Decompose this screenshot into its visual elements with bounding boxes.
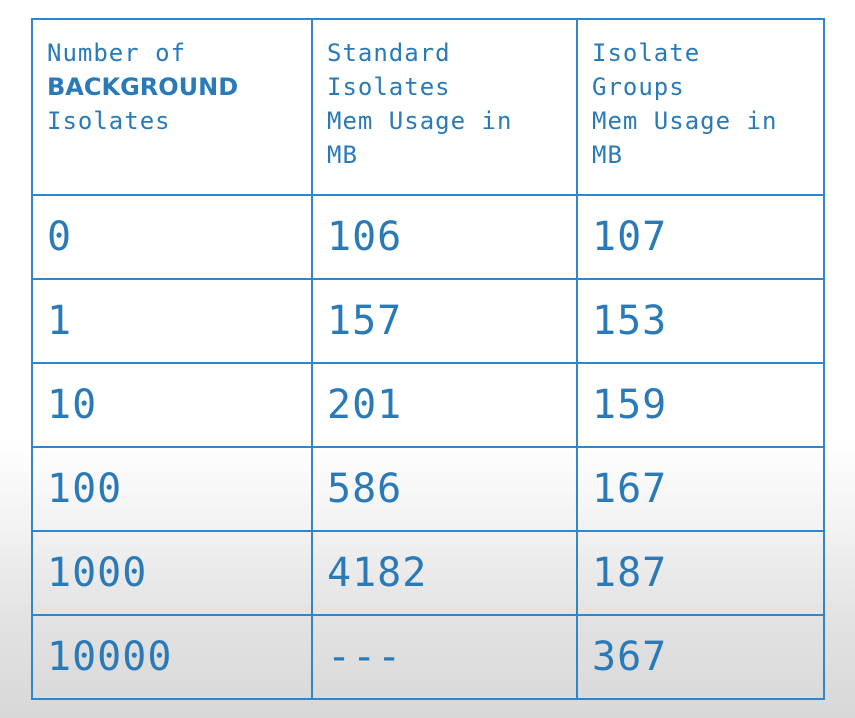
- cell-isolate-count: 10: [31, 362, 313, 448]
- header-row: Number of BACKGROUND Isolates Standard I…: [31, 18, 825, 196]
- header-line: Number of: [47, 39, 187, 67]
- header-background-isolates: Number of BACKGROUND Isolates: [31, 18, 313, 196]
- table-row: 1000 4182 187: [31, 530, 825, 616]
- cell-isolate-count: 1: [31, 278, 313, 364]
- table-row: 100 586 167: [31, 446, 825, 532]
- memory-usage-table: Number of BACKGROUND Isolates Standard I…: [31, 18, 825, 700]
- header-line: Isolate: [592, 39, 701, 67]
- cell-groups-mem: 167: [576, 446, 825, 532]
- cell-groups-mem: 367: [576, 614, 825, 700]
- table-row: 10000 --- 367: [31, 614, 825, 700]
- header-line: Mem Usage in: [592, 107, 778, 135]
- cell-standard-mem: 201: [311, 362, 578, 448]
- header-line: Mem Usage in: [327, 107, 513, 135]
- table-row: 1 157 153: [31, 278, 825, 364]
- table-row: 0 106 107: [31, 194, 825, 280]
- header-line-emphasis: BACKGROUND: [47, 73, 239, 101]
- header-line: MB: [592, 141, 623, 169]
- header-standard-isolates: Standard Isolates Mem Usage in MB: [311, 18, 578, 196]
- cell-standard-mem: 106: [311, 194, 578, 280]
- cell-groups-mem: 159: [576, 362, 825, 448]
- header-line: Groups: [592, 73, 685, 101]
- table-row: 10 201 159: [31, 362, 825, 448]
- cell-isolate-count: 10000: [31, 614, 313, 700]
- header-line: Isolates: [327, 73, 451, 101]
- cell-groups-mem: 107: [576, 194, 825, 280]
- header-isolate-groups: Isolate Groups Mem Usage in MB: [576, 18, 825, 196]
- header-line: Isolates: [47, 107, 171, 135]
- cell-isolate-count: 0: [31, 194, 313, 280]
- cell-standard-mem: ---: [311, 614, 578, 700]
- cell-standard-mem: 4182: [311, 530, 578, 616]
- cell-standard-mem: 586: [311, 446, 578, 532]
- cell-standard-mem: 157: [311, 278, 578, 364]
- cell-isolate-count: 1000: [31, 530, 313, 616]
- cell-groups-mem: 153: [576, 278, 825, 364]
- header-line: MB: [327, 141, 358, 169]
- cell-isolate-count: 100: [31, 446, 313, 532]
- cell-groups-mem: 187: [576, 530, 825, 616]
- header-line: Standard: [327, 39, 451, 67]
